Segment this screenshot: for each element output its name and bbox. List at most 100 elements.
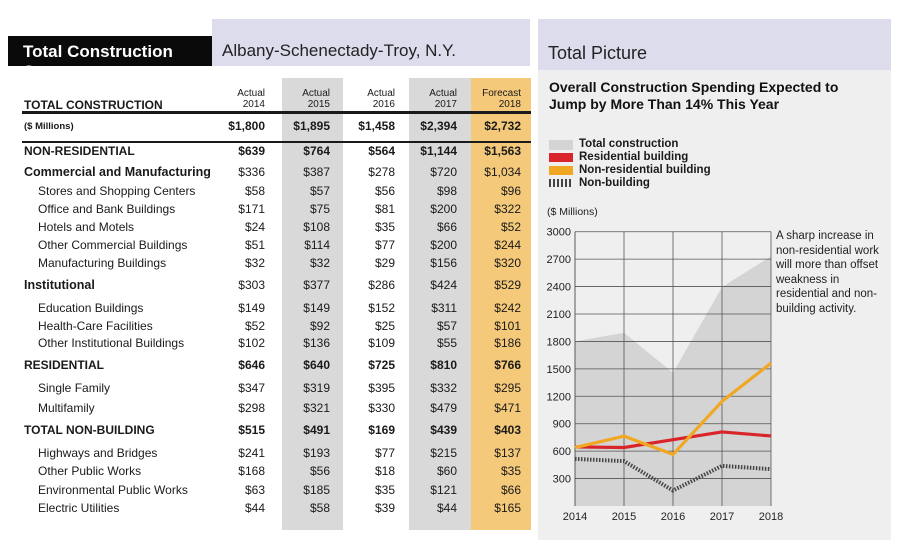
cell-2018: $96 — [500, 184, 521, 198]
table-row: Education Buildings $149 $149 $152 $311 $242 — [0, 301, 531, 318]
cell-2014: $32 — [244, 256, 265, 270]
cell-2017: $156 — [430, 256, 457, 270]
cell-2015: $92 — [309, 319, 330, 333]
cell-2015: $377 — [303, 278, 330, 292]
cell-2017: $200 — [430, 202, 457, 216]
cell-2015: $58 — [309, 501, 330, 515]
cell-2017: $1,144 — [420, 144, 457, 158]
table-row: NON-RESIDENTIAL $639 $764 $564 $1,144 $1,563 — [0, 144, 531, 161]
cell-2017: $121 — [430, 483, 457, 497]
legend-swatch — [549, 179, 573, 187]
cell-2017: $66 — [436, 220, 457, 234]
cell-2018: $1,034 — [484, 165, 521, 179]
spending-line-chart: 300 600 900 1200 1500 1800 2100 2400 2700 3000 201… — [547, 227, 784, 523]
cell-2017: $200 — [430, 238, 457, 252]
cell-2016: $35 — [374, 483, 395, 497]
cell-2017: $311 — [431, 301, 457, 315]
row-label: Stores and Shopping Centers — [38, 184, 196, 198]
legend-label: Residential building — [579, 151, 689, 163]
cell-2017: $2,394 — [420, 119, 457, 133]
column-header-2016: Actual 2016 — [340, 88, 395, 110]
table-row: TOTAL NON-BUILDING $515 $491 $169 $439 $403 — [0, 423, 531, 440]
chart-panel-title: Total Picture — [548, 43, 648, 63]
cell-2015: $321 — [303, 401, 330, 415]
cell-2015: $32 — [309, 256, 330, 270]
column-2018-forecast-shading — [471, 78, 531, 530]
row-label: Office and Bank Buildings — [38, 202, 176, 216]
cell-2014: $102 — [238, 336, 265, 350]
cell-2018: $101 — [494, 319, 521, 333]
cell-2018: $529 — [494, 278, 521, 292]
row-label: Electric Utilities — [38, 501, 120, 515]
cell-2016: $1,458 — [358, 119, 395, 133]
cell-2018: $244 — [494, 238, 521, 252]
column-header-status: Actual — [367, 88, 395, 99]
row-label: ($ Millions) — [24, 121, 74, 132]
cell-2016: $564 — [368, 144, 395, 158]
table-row: Stores and Shopping Centers $58 $57 $56 $98 $… — [0, 184, 531, 201]
x-tick-label: 2015 — [612, 511, 636, 523]
table-row: Single Family $347 $319 $395 $332 $295 — [0, 381, 531, 398]
cell-2014: $639 — [238, 144, 265, 158]
cell-2014: $241 — [238, 446, 265, 460]
total-construction-label: TOTAL CONSTRUCTION — [24, 98, 163, 112]
cell-2016: $330 — [368, 401, 395, 415]
cell-2014: $44 — [244, 501, 265, 515]
cell-2017: $439 — [430, 423, 457, 437]
cell-2016: $77 — [374, 238, 395, 252]
cell-2016: $278 — [368, 165, 395, 179]
header-divider — [22, 111, 531, 114]
cell-2018: $766 — [494, 358, 521, 372]
x-tick-label: 2016 — [661, 511, 685, 523]
cell-2018: $1,563 — [484, 144, 521, 158]
legend-label: Non-residential building — [579, 164, 711, 176]
cell-2018: $66 — [500, 483, 521, 497]
row-label: Other Public Works — [38, 464, 142, 478]
cell-2017: $215 — [430, 446, 457, 460]
series-line-residential-building — [574, 430, 772, 450]
y-axis-units: ($ Millions) — [547, 206, 598, 218]
cell-2017: $810 — [430, 358, 457, 372]
y-tick-label: 300 — [553, 474, 571, 486]
chart-panel-header: Total Picture — [538, 19, 891, 70]
column-header-status: Actual — [429, 88, 457, 99]
table-row: ($ Millions) $1,800 $1,895 $1,458 $2,394 $2,7… — [0, 119, 531, 136]
row-label: Hotels and Motels — [38, 220, 135, 234]
column-header-year: 2016 — [372, 99, 395, 110]
cell-2016: $35 — [374, 220, 395, 234]
chart-title: Overall Construction Spending Expected t… — [549, 79, 839, 112]
row-label: Commercial and Manufacturing — [24, 165, 211, 179]
y-tick-label: 1800 — [547, 336, 571, 348]
y-tick-label: 1500 — [547, 364, 571, 376]
cell-2018: $52 — [500, 220, 521, 234]
table-row: Highways and Bridges $241 $193 $77 $215 $137 — [0, 446, 531, 463]
series-line-non-residential-building — [574, 361, 772, 457]
column-header-status: Actual — [237, 88, 265, 99]
column-header-2018: Forecast 2018 — [466, 88, 521, 110]
cell-2014: $298 — [238, 401, 265, 415]
column-header-2017: Actual 2017 — [402, 88, 457, 110]
table-row: Office and Bank Buildings $171 $75 $81 $200 $… — [0, 202, 531, 219]
row-label: Manufacturing Buildings — [38, 256, 167, 270]
cell-2014: $646 — [238, 358, 265, 372]
x-tick-label: 2017 — [710, 511, 734, 523]
cell-2018: $2,732 — [484, 119, 521, 133]
cell-2015: $491 — [303, 423, 330, 437]
table-row: Hotels and Motels $24 $108 $35 $66 $52 — [0, 220, 531, 237]
location-label: Albany-Schenectady-Troy, N.Y. — [222, 41, 457, 60]
row-label: Health-Care Facilities — [38, 319, 153, 333]
table-title-bar: Total Construction Starts — [8, 36, 212, 81]
table-row: Other Public Works $168 $56 $18 $60 $35 — [0, 464, 531, 481]
cell-2015: $75 — [309, 202, 330, 216]
table-row: Other Institutional Buildings $102 $136 $10… — [0, 336, 531, 353]
legend-item: Non-building — [549, 177, 749, 190]
chart-annotation: A sharp increase in non-residential work… — [776, 230, 879, 315]
cell-2014: $303 — [238, 278, 265, 292]
cell-2015: $136 — [303, 336, 330, 350]
cell-2016: $286 — [368, 278, 395, 292]
column-2015-shading — [282, 78, 343, 530]
cell-2015: $319 — [303, 381, 330, 395]
y-tick-label: 900 — [553, 419, 571, 431]
cell-2014: $168 — [238, 464, 265, 478]
location-bar: Albany-Schenectady-Troy, N.Y. — [212, 19, 530, 66]
